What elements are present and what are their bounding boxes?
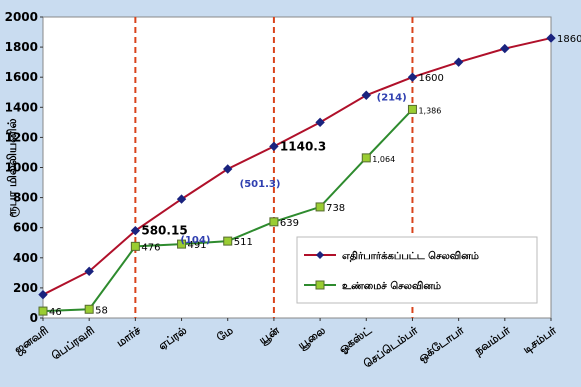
point-actual — [407, 104, 417, 114]
point-expected — [130, 225, 141, 236]
data-label: 639 — [280, 218, 299, 229]
series-line-0 — [42, 37, 552, 296]
data-label: 1860 — [557, 34, 581, 45]
point-expected — [500, 43, 510, 54]
point-expected — [223, 164, 233, 174]
legend: எதிர்பார்க்கப்பட்ட செலவினம் உண்மைச் செலவி… — [296, 236, 538, 304]
y-tick-label: 600 — [13, 221, 38, 235]
legend-label-0: எதிர்பார்க்கப்பட்ட செலவினம் — [342, 250, 479, 262]
point-expected — [176, 194, 187, 204]
point-actual — [130, 241, 140, 251]
y-tick-label: 1600 — [5, 70, 38, 84]
x-axis: ஜனவரிபெப்ரவரி மார்ச் ஏப்ரல் மே யூன் யூலை ஓகஸ்ட… — [12, 318, 559, 371]
point-expected — [407, 72, 418, 82]
y-tick-label: 200 — [13, 281, 38, 295]
gap-labels: (104) (501.3) (214) — [180, 93, 406, 246]
legend-marker-1 — [315, 280, 325, 290]
gap-label: (214) — [377, 93, 407, 104]
x-tick-label: டிசம்பர் — [520, 324, 558, 356]
point-expected — [269, 141, 279, 152]
y-axis-label: ரூபா மில்லியனில் — [5, 118, 20, 217]
x-tick-label: நவம்பர் — [471, 324, 513, 359]
data-label: 46 — [49, 307, 62, 318]
x-tick-label: மே — [214, 324, 235, 344]
point-actual — [361, 153, 371, 163]
y-tick-label: 2000 — [5, 10, 38, 24]
data-label: 580.15 — [141, 224, 187, 238]
data-label: 1,386 — [418, 106, 441, 115]
data-label: 1140.3 — [280, 139, 326, 153]
series-lines — [38, 33, 556, 316]
data-label: 476 — [141, 242, 160, 253]
data-label: 491 — [188, 240, 207, 251]
x-tick-label: யூலை — [295, 324, 328, 353]
x-tick-label: யூன் — [256, 324, 282, 348]
point-expected — [315, 117, 325, 128]
data-label: 58 — [95, 305, 108, 316]
legend-box — [296, 236, 538, 304]
data-label: 1600 — [418, 73, 443, 84]
data-label: 1,064 — [372, 155, 395, 164]
point-actual — [315, 202, 325, 212]
x-tick-label: ஒக்டோபர் — [416, 324, 467, 365]
y-axis: 0 200 400 600 800 1000 1200 1400 1600 1800 2000 — [5, 10, 43, 325]
y-tick-label: 1000 — [5, 161, 38, 175]
data-label: 738 — [326, 203, 345, 214]
x-tick-label: ஓகஸ்ட் — [336, 324, 374, 356]
y-tick-label: 400 — [13, 251, 38, 265]
x-tick-label: பெப்ரவரி — [49, 324, 97, 363]
y-tick-label: 1400 — [5, 100, 38, 114]
x-tick-label: ஏப்ரல் — [156, 324, 189, 353]
y-tick-label: 0 — [30, 311, 38, 325]
y-tick-label: 1200 — [5, 130, 38, 144]
point-actual — [269, 217, 279, 227]
y-tick-label: 800 — [13, 191, 38, 205]
gap-label: (104) — [180, 235, 210, 246]
point-expected — [38, 289, 48, 300]
point-expected — [84, 266, 94, 277]
x-tick-label: ஜனவரி — [12, 324, 51, 357]
point-actual — [84, 304, 94, 314]
y-tick-label: 1800 — [5, 40, 38, 54]
legend-label-1: உண்மைச் செலவினம் — [342, 280, 441, 292]
x-tick-label: மார்ச் — [114, 323, 144, 349]
point-actual — [38, 306, 48, 316]
data-label: 511 — [234, 237, 253, 248]
point-actual — [177, 239, 187, 249]
point-actual — [223, 236, 233, 246]
point-expected — [546, 33, 556, 43]
legend-marker-0 — [316, 251, 324, 259]
data-labels: 580.15 1140.3 1600 1860 46 58 476 491 511 639 738 1… — [49, 34, 581, 318]
gap-label: (501.3) — [240, 179, 281, 190]
point-expected — [453, 57, 464, 67]
point-expected — [361, 90, 371, 100]
